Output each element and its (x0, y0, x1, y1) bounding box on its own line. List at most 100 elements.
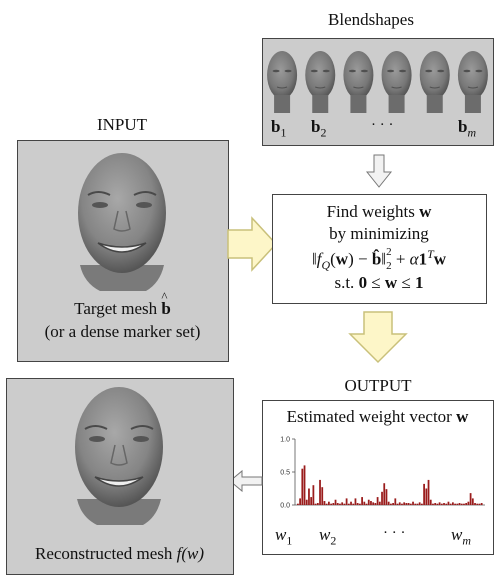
weight-bar (361, 497, 363, 505)
weight-bar (319, 479, 321, 505)
weight-bar (332, 503, 335, 505)
weight-bar (316, 503, 319, 505)
objective-formula: ‖fQ(w) − b̂‖ 2 2 + α1Tw (312, 245, 446, 273)
weight-bar (301, 468, 304, 505)
weight-bar (480, 503, 483, 505)
blendshape-face (381, 51, 412, 113)
target-mesh-face (78, 153, 166, 291)
blendshape-face (267, 51, 298, 113)
input-panel: Target mesh ^ b (or a dense marker set) (17, 140, 229, 362)
weight-bar (447, 501, 450, 505)
weight-bar (401, 503, 403, 505)
blendshape-faces (267, 51, 488, 113)
x-label-w2: w2 (319, 525, 337, 548)
weight-bar (414, 503, 417, 505)
weight-bar (365, 503, 368, 505)
blendshape-label-2: b2 (311, 117, 327, 140)
weight-bar (363, 501, 366, 505)
weight-bar (370, 501, 372, 505)
weight-bar (385, 489, 388, 505)
weight-bar (405, 503, 408, 505)
weight-bar (312, 485, 315, 505)
weight-bar (440, 503, 443, 505)
input-caption-line1: Target mesh ^ b (74, 289, 171, 318)
weight-bar (381, 491, 383, 505)
weight-bar (478, 503, 481, 505)
output-title: OUTPUT (344, 376, 412, 395)
input-title: INPUT (96, 115, 148, 134)
weight-bar (303, 465, 306, 505)
blendshape-ellipsis: · · · (371, 117, 394, 133)
process-line1: Find weights w (326, 202, 432, 221)
weight-bar (449, 503, 452, 505)
blendshape-face (457, 51, 488, 113)
weight-bar (339, 503, 341, 505)
input-caption-line2: (or a dense marker set) (44, 322, 201, 341)
weight-bar (471, 498, 474, 505)
weight-bar (460, 503, 463, 505)
weight-bar (465, 503, 468, 505)
y-tick-label: 0.5 (280, 470, 290, 477)
weight-bar (334, 499, 337, 505)
y-tick-label: 0.0 (280, 503, 290, 510)
chart-title: Estimated weight vector w (286, 407, 469, 426)
reconstructed-caption: Reconstructed mesh f(w) (34, 544, 205, 563)
weight-bar (314, 503, 317, 505)
weight-bar (396, 503, 399, 505)
weight-bar (476, 503, 479, 505)
weight-bar (345, 498, 348, 505)
down-arrow-small (365, 154, 393, 188)
weight-bar (445, 503, 448, 505)
weight-bar (323, 501, 326, 505)
weight-bar (443, 503, 445, 505)
down-arrow-big (348, 311, 408, 364)
optimization-box: Find weights w by minimizing ‖fQ(w) − b̂… (272, 194, 487, 304)
weight-bar (343, 503, 346, 505)
weight-bar (378, 501, 381, 505)
weight-bar (469, 493, 472, 505)
weight-bar (387, 501, 390, 505)
blendshape-label-1: b1 (271, 117, 287, 140)
weight-bar (452, 502, 454, 505)
blendshapes-title: Blendshapes (328, 10, 414, 29)
weight-bar (418, 502, 421, 505)
weight-bar (436, 503, 439, 505)
weight-bar (394, 498, 397, 505)
output-chart-box: Estimated weight vector w 0.0 0.5 1.0 w1 w… (262, 400, 494, 555)
weight-bar (403, 502, 406, 505)
weight-bar (458, 503, 461, 505)
weight-bar (374, 503, 377, 505)
weight-bar (463, 503, 465, 505)
weight-bar (454, 503, 456, 505)
reconstructed-mesh-face (75, 387, 163, 525)
weight-bar (432, 503, 434, 505)
weight-bar (423, 483, 425, 505)
weight-bar (325, 503, 328, 505)
weight-bar (321, 487, 324, 505)
weight-bar (350, 501, 352, 505)
weight-bar (421, 503, 423, 505)
weight-bar (434, 503, 437, 505)
blendshape-face (343, 51, 374, 113)
weight-bar (299, 498, 301, 505)
weight-bar (383, 483, 386, 505)
weight-bar (310, 497, 313, 505)
weight-bar (328, 501, 330, 505)
reconstructed-panel: Reconstructed mesh f(w) (6, 378, 234, 575)
weight-bar (347, 503, 350, 505)
weight-bar (305, 499, 308, 505)
blendshapes-panel: b1 b2 · · · bm (262, 38, 494, 146)
weight-bar (467, 501, 470, 505)
weight-bar (376, 497, 379, 505)
weight-bar (372, 502, 375, 505)
weight-bar (474, 503, 476, 505)
weight-bar (359, 503, 361, 505)
left-arrow-small (229, 469, 263, 493)
weight-bar (308, 488, 310, 505)
weight-bar (438, 502, 441, 505)
weight-chart: 0.0 0.5 1.0 (280, 437, 485, 510)
weight-bar (336, 503, 339, 505)
weight-bar (425, 488, 428, 505)
weight-bar (409, 503, 412, 505)
weight-bar (412, 501, 414, 505)
